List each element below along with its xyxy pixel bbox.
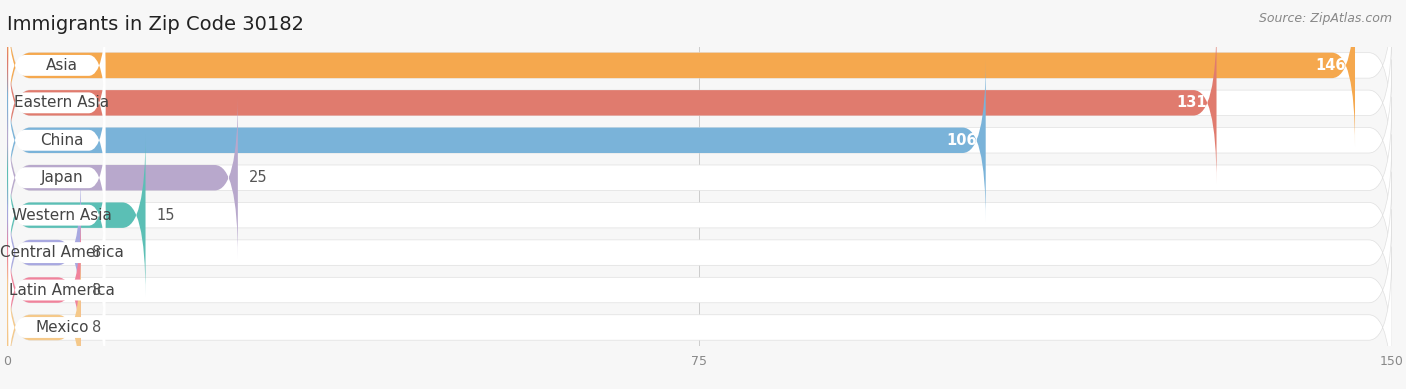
FancyBboxPatch shape [7,60,986,221]
Text: Eastern Asia: Eastern Asia [14,95,110,110]
FancyBboxPatch shape [7,97,1392,259]
FancyBboxPatch shape [7,0,1355,146]
Text: 15: 15 [156,208,176,223]
FancyBboxPatch shape [7,247,82,389]
Text: Japan: Japan [41,170,83,185]
FancyBboxPatch shape [7,209,82,371]
FancyBboxPatch shape [7,172,82,333]
FancyBboxPatch shape [7,134,1392,296]
FancyBboxPatch shape [7,22,1216,184]
Text: 8: 8 [91,245,101,260]
Text: Central America: Central America [0,245,124,260]
FancyBboxPatch shape [7,97,238,259]
FancyBboxPatch shape [8,196,105,310]
FancyBboxPatch shape [7,60,1392,221]
FancyBboxPatch shape [7,172,1392,333]
Text: 8: 8 [91,320,101,335]
FancyBboxPatch shape [7,22,1392,184]
Text: Source: ZipAtlas.com: Source: ZipAtlas.com [1258,12,1392,25]
Text: 146: 146 [1315,58,1346,73]
FancyBboxPatch shape [7,134,146,296]
FancyBboxPatch shape [8,158,105,272]
Text: 131: 131 [1177,95,1208,110]
Text: Asia: Asia [46,58,77,73]
Text: 106: 106 [946,133,976,148]
FancyBboxPatch shape [8,233,105,347]
FancyBboxPatch shape [7,0,1392,146]
FancyBboxPatch shape [7,247,1392,389]
Text: Western Asia: Western Asia [13,208,112,223]
FancyBboxPatch shape [8,9,105,123]
Text: China: China [41,133,84,148]
Text: 25: 25 [249,170,267,185]
FancyBboxPatch shape [8,83,105,197]
FancyBboxPatch shape [8,270,105,384]
Text: Immigrants in Zip Code 30182: Immigrants in Zip Code 30182 [7,15,304,34]
FancyBboxPatch shape [8,121,105,235]
Text: Latin America: Latin America [8,282,115,298]
FancyBboxPatch shape [8,46,105,160]
FancyBboxPatch shape [7,209,1392,371]
Text: Mexico: Mexico [35,320,89,335]
Text: 8: 8 [91,282,101,298]
